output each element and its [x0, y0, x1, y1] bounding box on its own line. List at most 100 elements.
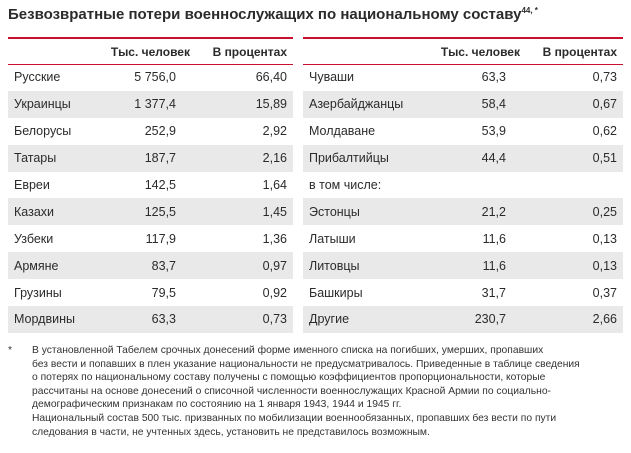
- row-percent: 0,97: [190, 252, 293, 280]
- row-thousands: 58,4: [428, 90, 520, 118]
- row-percent: 0,92: [262, 285, 287, 300]
- row-percent: 2,92: [262, 124, 287, 139]
- row-percent: 1,45: [190, 198, 293, 226]
- row-name: Евреи: [14, 178, 50, 192]
- row-thousands: [428, 172, 520, 199]
- footnote: * В установленной Табелем срочных донесе…: [8, 344, 623, 439]
- table-row: Русские 5 756,0 66,40: [8, 64, 293, 91]
- table-row: Латыши 11,6 0,13: [303, 225, 623, 252]
- row-percent: 0,13: [592, 231, 617, 246]
- row-name: Молдаване: [309, 124, 376, 139]
- table-row: Молдаване 53,9 0,62: [303, 118, 623, 145]
- right-table-header-rule: [303, 64, 623, 65]
- table-row: Белорусы 252,9 2,92: [8, 118, 293, 145]
- table-row: Украинцы 1 377,4 15,89: [8, 90, 293, 118]
- row-thousands: 252,9: [144, 124, 176, 139]
- row-name: Татары: [8, 144, 103, 172]
- header-percent: В процентах: [212, 44, 287, 59]
- row-percent: 0,37: [592, 285, 617, 300]
- row-name: Белорусы: [14, 124, 72, 139]
- row-percent: 2,66: [520, 306, 623, 333]
- row-name: Литовцы: [303, 252, 428, 280]
- row-thousands: 31,7: [481, 285, 506, 300]
- header-thousands: Тыс. человек: [440, 44, 520, 59]
- row-percent: 1,64: [262, 178, 287, 192]
- table-row: Татары 187,7 2,16: [8, 144, 293, 172]
- table-row: Эстонцы 21,2 0,25: [303, 198, 623, 226]
- left-table-top-rule: [8, 37, 293, 39]
- row-name: в том числе:: [309, 178, 382, 192]
- table-row: Грузины 79,5 0,92: [8, 279, 293, 306]
- header-percent: В процентах: [542, 44, 617, 59]
- table-row: Казахи 125,5 1,45: [8, 198, 293, 226]
- row-thousands: 11,6: [428, 252, 520, 280]
- page-title: Безвозвратные потери военнослужащих по н…: [8, 6, 538, 23]
- row-percent: 1,36: [262, 231, 287, 246]
- table-row: в том числе:: [303, 172, 623, 199]
- row-thousands: 11,6: [482, 231, 506, 246]
- table-row: Прибалтийцы 44,4 0,51: [303, 144, 623, 172]
- table-row: Армяне 83,7 0,97: [8, 252, 293, 280]
- table-row: Мордвины 63,3 0,73: [8, 306, 293, 333]
- footnote-marker: *: [8, 345, 13, 356]
- row-percent: 2,16: [190, 144, 293, 172]
- title-footnote-ref: 44, *: [521, 6, 538, 15]
- table-row: Азербайджанцы 58,4 0,67: [303, 90, 623, 118]
- row-thousands: 21,2: [428, 198, 520, 226]
- row-thousands: 63,3: [481, 70, 506, 85]
- row-name: Грузины: [14, 285, 62, 300]
- table-row: Евреи 142,5 1,64: [8, 172, 293, 199]
- row-thousands: 142,5: [144, 178, 176, 192]
- right-table-header: Тыс. человек В процентах: [303, 39, 623, 64]
- row-name: Казахи: [8, 198, 103, 226]
- row-percent: 15,89: [190, 90, 293, 118]
- row-name: Украинцы: [8, 90, 103, 118]
- row-name: Латыши: [309, 231, 356, 246]
- header-thousands: Тыс. человек: [110, 44, 190, 59]
- row-percent: 0,73: [190, 306, 293, 333]
- row-thousands: 5 756,0: [134, 70, 176, 85]
- table-row: Чуваши 63,3 0,73: [303, 64, 623, 91]
- row-percent: 0,13: [520, 252, 623, 280]
- row-percent: 0,73: [592, 70, 617, 85]
- row-thousands: 83,7: [103, 252, 190, 280]
- right-table-top-rule: [303, 37, 623, 39]
- row-percent: 0,67: [520, 90, 623, 118]
- row-thousands: 125,5: [103, 198, 190, 226]
- row-thousands: 1 377,4: [103, 90, 190, 118]
- left-table: Тыс. человек В процентах Русские 5 756,0 6…: [8, 39, 293, 333]
- row-thousands: 117,9: [145, 231, 176, 246]
- row-percent: 0,62: [592, 124, 617, 139]
- row-name: Узбеки: [14, 231, 54, 246]
- left-table-header-rule: [8, 64, 293, 65]
- table-row: Другие 230,7 2,66: [303, 306, 623, 333]
- row-name: Прибалтийцы: [303, 144, 428, 172]
- row-thousands: 63,3: [103, 306, 190, 333]
- row-thousands: 187,7: [103, 144, 190, 172]
- row-thousands: 53,9: [481, 124, 506, 139]
- row-name: Мордвины: [8, 306, 103, 333]
- row-name: Башкиры: [309, 285, 363, 300]
- row-percent: 66,40: [255, 70, 287, 85]
- row-name: Русские: [14, 70, 61, 85]
- table-row: Литовцы 11,6 0,13: [303, 252, 623, 280]
- row-name: Другие: [303, 306, 428, 333]
- row-percent: [520, 172, 623, 199]
- row-name: Эстонцы: [303, 198, 428, 226]
- row-name: Азербайджанцы: [303, 90, 428, 118]
- footnote-text: В установленной Табелем срочных донесени…: [32, 345, 580, 438]
- header-name: [8, 39, 103, 64]
- row-thousands: 44,4: [428, 144, 520, 172]
- row-percent: 0,51: [520, 144, 623, 172]
- header-name: [303, 39, 428, 64]
- row-percent: 0,25: [520, 198, 623, 226]
- row-name: Чуваши: [309, 70, 355, 85]
- right-table: Тыс. человек В процентах Чуваши 63,3 0,73 А…: [303, 39, 623, 333]
- title-text: Безвозвратные потери военнослужащих по н…: [8, 6, 522, 23]
- row-name: Армяне: [8, 252, 103, 280]
- table-row: Башкиры 31,7 0,37: [303, 279, 623, 306]
- row-thousands: 79,5: [151, 285, 176, 300]
- left-table-header: Тыс. человек В процентах: [8, 39, 293, 64]
- row-thousands: 230,7: [428, 306, 520, 333]
- table-row: Узбеки 117,9 1,36: [8, 225, 293, 252]
